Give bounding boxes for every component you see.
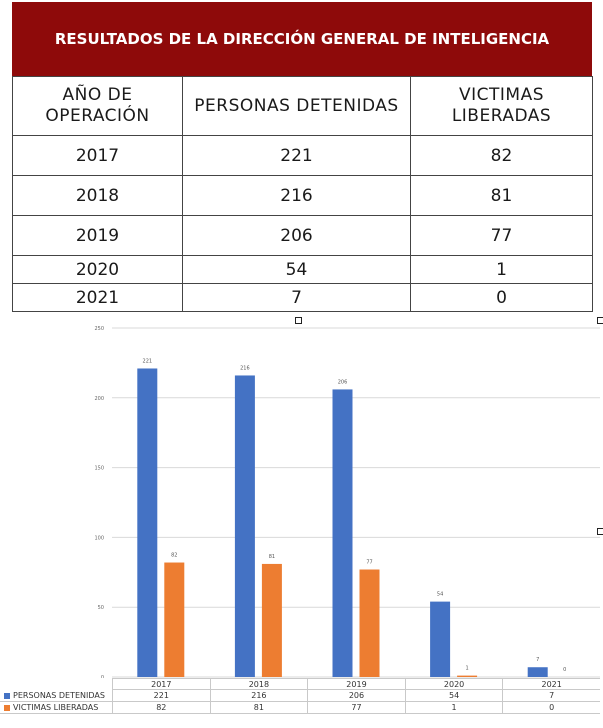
cell-rescued: 77 [410, 215, 593, 256]
cell-year: 2019 [12, 215, 183, 256]
y-tick-label: 150 [94, 466, 104, 472]
category-label: 2021 [502, 678, 600, 690]
cell-rescued: 81 [410, 175, 593, 216]
table-header-row: AÑO DE OPERACIÓN PERSONAS DETENIDAS VICT… [12, 76, 593, 136]
table-row: 2019 206 77 [12, 215, 593, 256]
data-table-cell: 81 [209, 702, 308, 714]
results-table: AÑO DE OPERACIÓN PERSONAS DETENIDAS VICT… [12, 76, 593, 312]
data-label: 1 [466, 666, 469, 672]
data-label: 216 [240, 365, 250, 371]
y-tick-label: 50 [98, 605, 104, 611]
data-label: 7 [536, 657, 539, 663]
series-name: PERSONAS DETENIDAS [13, 691, 105, 700]
header-rescued: VICTIMAS LIBERADAS [410, 76, 593, 136]
data-label: 221 [143, 358, 153, 364]
data-label: 206 [338, 379, 348, 385]
data-table-cell: 54 [404, 690, 503, 702]
legend-entry: VICTIMAS LIBERADAS [0, 702, 112, 714]
cell-year: 2018 [12, 175, 183, 216]
bar-rescued [457, 675, 478, 677]
table-row: 2020 54 1 [12, 255, 593, 284]
cell-rescued: 82 [410, 135, 593, 176]
legend-swatch [4, 704, 10, 711]
data-label: 0 [563, 667, 566, 673]
resize-handle-right[interactable] [597, 528, 603, 535]
bar-chart[interactable]: 0 50 100 150 200 250 221 82 216 81 206 77 54 1 7 0 2017… [0, 317, 603, 728]
data-table-cell: 0 [502, 702, 600, 714]
y-tick-label: 0 [101, 675, 104, 678]
data-table-cell: 7 [502, 690, 600, 702]
cell-detained: 216 [182, 175, 411, 216]
table-row: 2017 221 82 [12, 135, 593, 176]
bar-rescued [261, 563, 282, 677]
data-label: 81 [269, 554, 275, 560]
data-table-cell: 216 [209, 690, 308, 702]
data-table-cell: 82 [112, 702, 210, 714]
table-row: 2018 216 81 [12, 175, 593, 216]
cell-detained: 221 [182, 135, 411, 176]
cell-rescued: 0 [410, 283, 593, 312]
table-title: RESULTADOS DE LA DIRECCIÓN GENERAL DE IN… [12, 2, 592, 76]
category-label: 2018 [209, 678, 308, 690]
chart-plot: 0 50 100 150 200 250 221 82 216 81 206 77 54 1 7 0 [94, 326, 600, 678]
data-table-cell: 206 [307, 690, 405, 702]
results-table-panel: RESULTADOS DE LA DIRECCIÓN GENERAL DE IN… [12, 2, 593, 312]
cell-year: 2021 [12, 283, 183, 312]
data-label: 54 [437, 592, 443, 598]
y-tick-label: 200 [94, 396, 104, 402]
cell-rescued: 1 [410, 255, 593, 284]
legend-swatch [4, 692, 10, 699]
data-label: 77 [366, 560, 372, 566]
data-table-row: PERSONAS DETENIDAS 221 216 206 54 7 [0, 690, 600, 702]
data-table-header-row: 2017 2018 2019 2020 2021 [0, 678, 600, 690]
data-table-cell: 77 [307, 702, 405, 714]
data-label: 82 [171, 553, 177, 559]
bar-detained [234, 375, 255, 677]
data-table-cell: 1 [404, 702, 503, 714]
header-detained: PERSONAS DETENIDAS [182, 76, 411, 136]
bar-detained [527, 667, 548, 677]
cell-detained: 54 [182, 255, 411, 284]
cell-year: 2017 [12, 135, 183, 176]
resize-handle-top[interactable] [295, 317, 302, 324]
header-year: AÑO DE OPERACIÓN [12, 76, 183, 136]
data-table-cell: 221 [112, 690, 210, 702]
cell-detained: 206 [182, 215, 411, 256]
cell-year: 2020 [12, 255, 183, 284]
y-tick-label: 100 [94, 535, 104, 541]
bar-detained [430, 601, 451, 677]
bar-detained [332, 389, 353, 677]
table-row: 2021 7 0 [12, 283, 593, 312]
category-label: 2020 [404, 678, 503, 690]
bar-detained [137, 368, 158, 677]
series-name: VICTIMAS LIBERADAS [13, 703, 99, 712]
legend-entry: PERSONAS DETENIDAS [0, 690, 112, 702]
bar-rescued [359, 569, 380, 677]
category-label: 2019 [307, 678, 405, 690]
category-label: 2017 [112, 678, 210, 690]
resize-handle-top-right[interactable] [597, 317, 603, 324]
data-table-row: VICTIMAS LIBERADAS 82 81 77 1 0 [0, 702, 600, 714]
y-tick-label: 250 [94, 326, 104, 332]
cell-detained: 7 [182, 283, 411, 312]
bar-rescued [164, 562, 185, 677]
